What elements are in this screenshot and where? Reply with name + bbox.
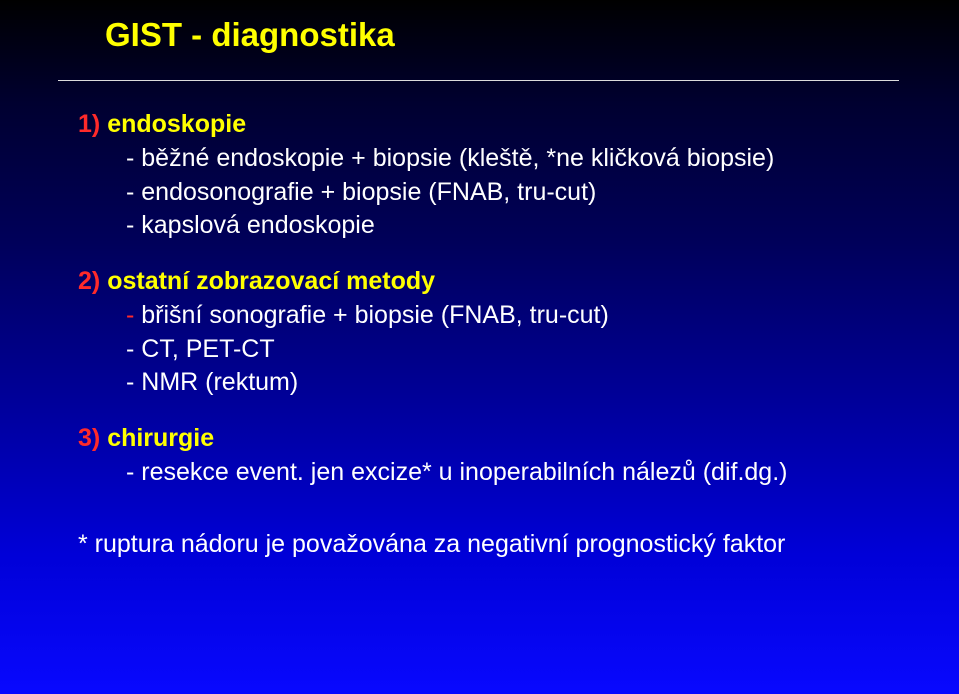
section-3-label: chirurgie (107, 424, 214, 452)
section-1-number: 1) (78, 110, 100, 138)
slide-title: GIST - diagnostika (105, 16, 395, 54)
section-3-heading: 3) chirurgie (78, 422, 909, 456)
section-2-line-1-text: břišní sonografie + biopsie (FNAB, tru-c… (134, 301, 609, 329)
spacer (78, 400, 909, 422)
section-2-line-3: - NMR (rektum) (126, 366, 909, 400)
section-1-line-1: - běžné endoskopie + biopsie (kleště, *n… (126, 142, 909, 176)
footnote: * ruptura nádoru je považována za negati… (78, 528, 909, 562)
section-1-label: endoskopie (107, 110, 246, 138)
spacer (78, 243, 909, 265)
section-1-heading: 1) endoskopie (78, 108, 909, 142)
section-2-line-1: - břišní sonografie + biopsie (FNAB, tru… (126, 299, 909, 333)
slide: GIST - diagnostika 1) endoskopie - běžné… (0, 0, 959, 694)
section-2-heading: 2) ostatní zobrazovací metody (78, 265, 909, 299)
section-1-line-2: - endosonografie + biopsie (FNAB, tru-cu… (126, 176, 909, 210)
title-divider (58, 80, 899, 81)
section-2-line-2: - CT, PET-CT (126, 333, 909, 367)
slide-content: 1) endoskopie - běžné endoskopie + biops… (78, 108, 909, 561)
section-2-number: 2) (78, 267, 100, 295)
section-3-number: 3) (78, 424, 100, 452)
section-2-label: ostatní zobrazovací metody (107, 267, 435, 295)
section-3-line-1: - resekce event. jen excize* u inoperabi… (126, 456, 909, 490)
section-1-line-3: - kapslová endoskopie (126, 209, 909, 243)
